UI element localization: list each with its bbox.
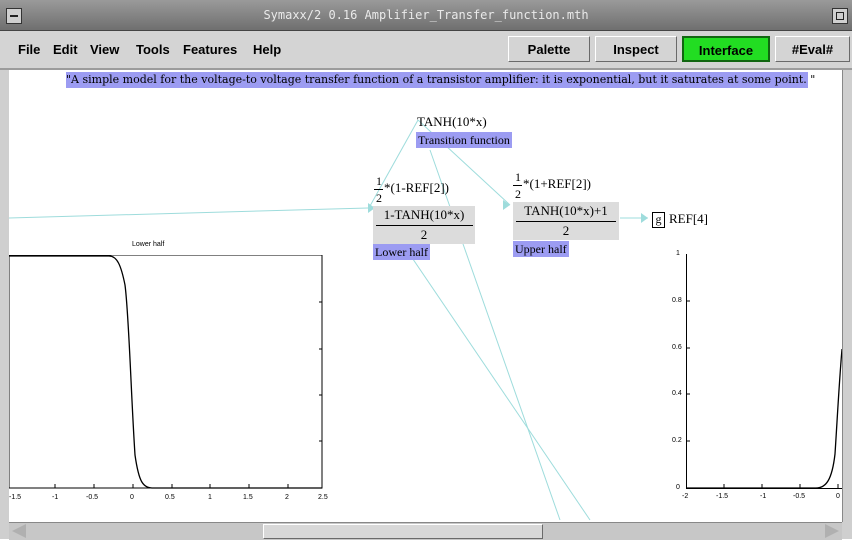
lower-fraction-bar [376,225,473,226]
arrowhead-graph [641,213,648,223]
upper-numerator: TANH(10*x)+1 [524,203,608,218]
right-x-tick-4: 0 [836,493,840,500]
title-bar: Symaxx/2 0.16 Amplifier_Transfer_functio… [0,0,852,31]
lower-coef-rest: *(1-REF[2]) [384,180,449,195]
menu-tools[interactable]: Tools [136,42,170,57]
upper-coef-den: 2 [515,187,521,201]
transition-formula[interactable]: TANH(10*x) [417,114,487,129]
right-x-tick-2: -1 [760,493,767,500]
scroll-corner-left [0,522,9,539]
menu-help[interactable]: Help [253,42,282,57]
left-x-tick-5: 1 [208,494,212,501]
right-plot-curve [686,348,842,489]
right-y-tick-0: 1 [676,250,680,257]
window-menu-icon [10,15,18,17]
right-y-tick-4: 0.2 [672,437,682,444]
left-x-tick-0: -1.5 [9,494,22,501]
lower-coef-num: 1 [376,174,382,188]
menu-features[interactable]: Features [183,42,238,57]
maximize-icon [836,12,844,20]
right-y-tick-3: 0.4 [672,390,682,397]
graph-ref-text[interactable]: REF[4] [669,211,708,226]
left-x-tick-1: -1 [52,494,59,501]
left-x-tick-7: 2 [285,494,289,501]
scroll-corner-right [842,522,852,539]
right-plot[interactable] [686,254,842,490]
palette-button[interactable]: Palette [508,36,590,62]
arrowhead-upper [503,200,510,210]
lower-coef-bar [374,189,383,190]
right-x-tick-3: -0.5 [793,493,806,500]
right-y-tick-5: 0 [676,484,680,491]
left-x-tick-3: 0 [130,494,134,501]
left-x-tick-4: 0.5 [165,494,175,501]
upper-coef-rest: *(1+REF[2]) [523,176,591,191]
right-y-tick-1: 0.8 [672,297,682,304]
right-x-tick-0: -2 [682,493,689,500]
left-x-tick-6: 1.5 [243,494,253,501]
left-plot[interactable] [9,255,327,495]
comment-note[interactable]: "A simple model for the voltage-to volta… [66,72,816,88]
lower-coef-den: 2 [376,191,382,205]
arrowhead-lower [368,203,375,213]
left-x-tick-8: 2.5 [318,494,328,501]
graph-icon[interactable]: g [652,212,665,228]
upper-label: Upper half [513,241,569,257]
interface-button[interactable]: Interface [682,36,770,62]
scrollbar-thumb[interactable] [263,524,543,539]
window-menu-button[interactable] [6,8,22,24]
right-x-tick-1: -1.5 [716,493,729,500]
lower-label: Lower half [373,244,430,260]
left-plot-curve [9,255,322,489]
eval-button[interactable]: #Eval# [775,36,850,62]
upper-fraction-bar [516,221,616,222]
connector-input-lower [8,207,369,219]
upper-denominator: 2 [562,223,570,238]
upper-coef-num: 1 [515,170,521,184]
connector-lower-down [399,239,591,521]
menu-view[interactable]: View [90,42,120,57]
upper-coef-bar [513,185,522,186]
lower-numerator: 1-TANH(10*x) [383,207,465,222]
right-frame-edge [842,70,852,522]
left-plot-title: Lower half [132,241,165,248]
connector-transition-lower [369,119,419,207]
right-y-tick-2: 0.6 [672,344,682,351]
scroll-left-arrow-icon[interactable] [12,524,26,538]
transition-label: Transition function [416,132,512,148]
maximize-button[interactable] [832,8,848,24]
lower-denominator: 2 [420,227,428,242]
window-title: Symaxx/2 0.16 Amplifier_Transfer_functio… [263,8,589,22]
menu-edit[interactable]: Edit [53,42,78,57]
menu-file[interactable]: File [18,42,41,57]
left-x-tick-2: -0.5 [86,494,99,501]
scroll-right-arrow-icon[interactable] [825,524,839,538]
inspect-button[interactable]: Inspect [595,36,677,62]
